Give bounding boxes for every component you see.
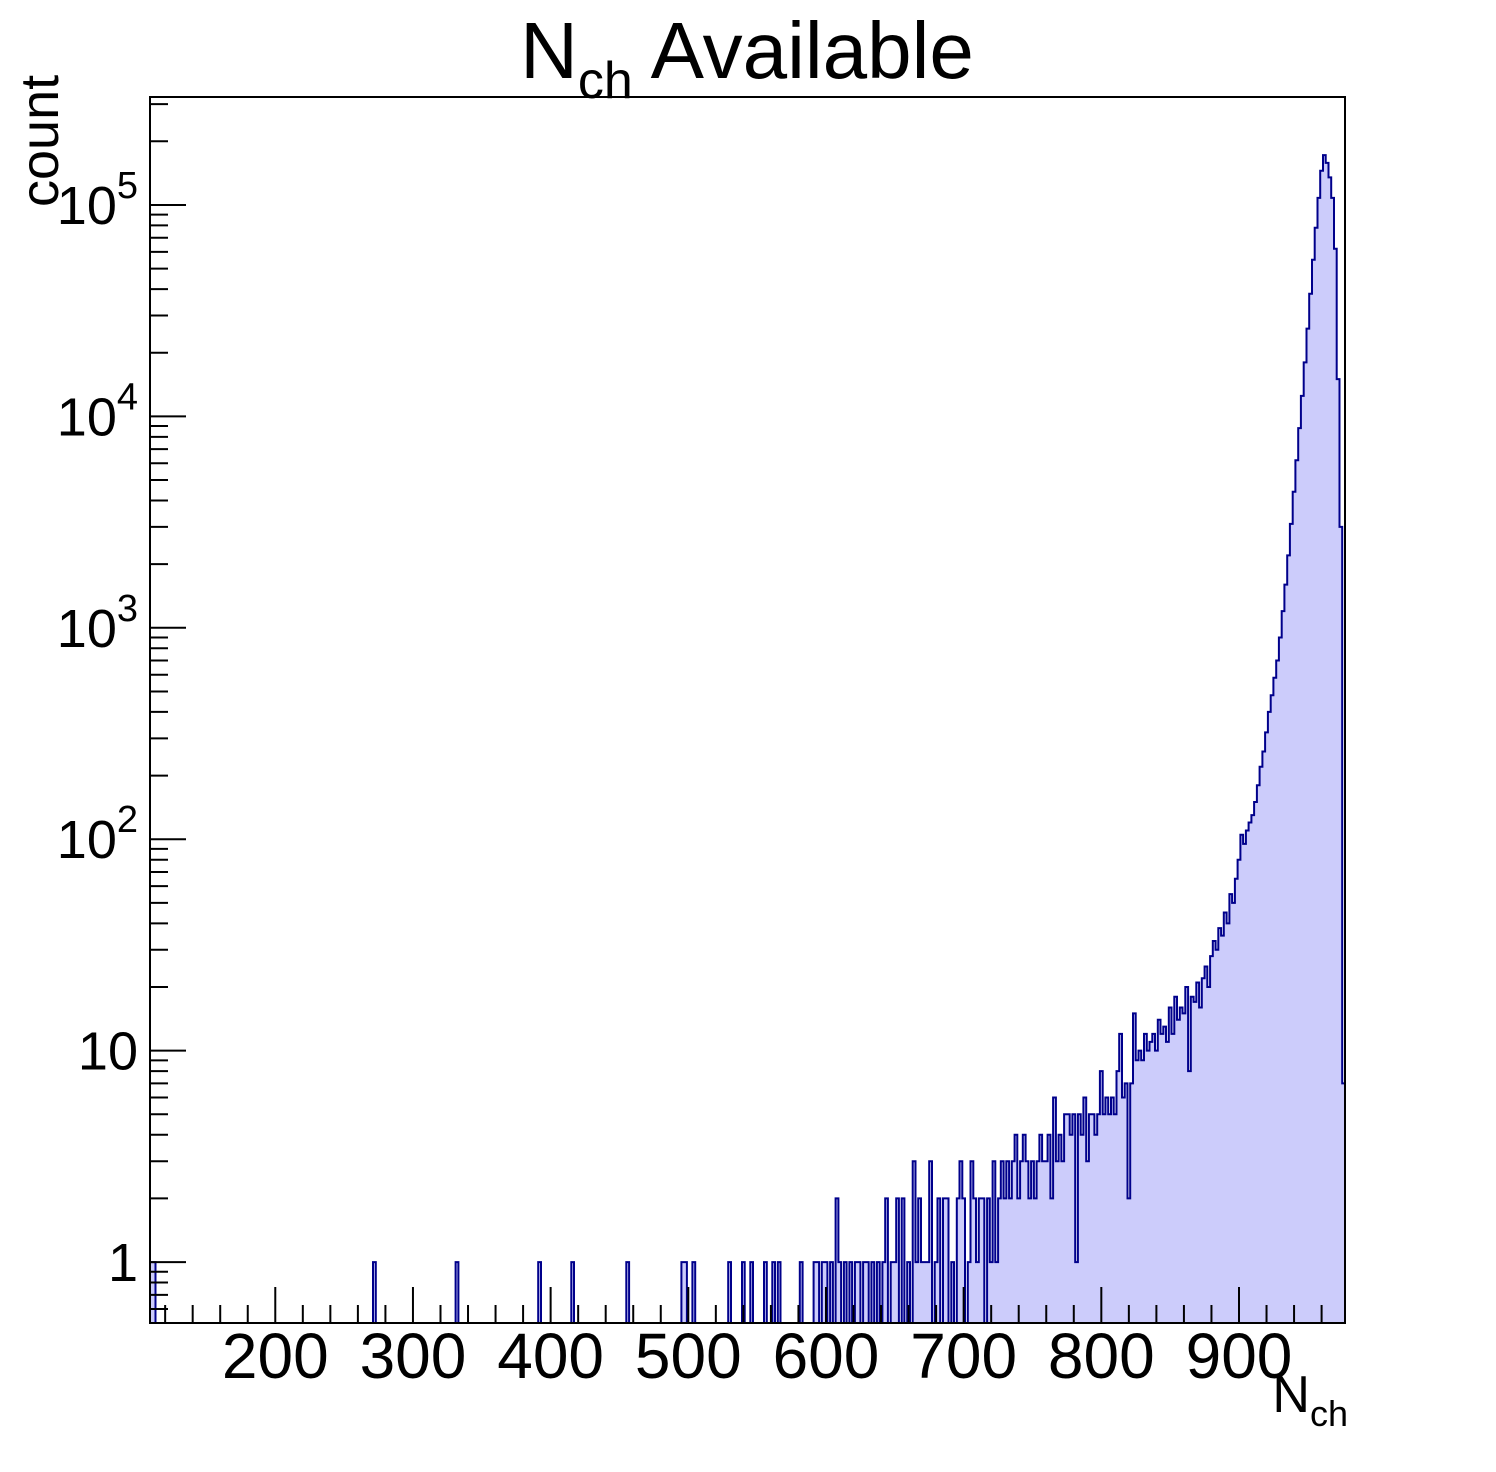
histogram-fill — [150, 155, 1345, 1324]
y-tick-label: 10 — [78, 1022, 138, 1082]
x-tick-label: 700 — [910, 1320, 1017, 1392]
x-axis-title: Nch — [1272, 1366, 1348, 1434]
x-tick-label: 400 — [497, 1320, 604, 1392]
x-tick-label: 300 — [360, 1320, 467, 1392]
x-tick-label: 200 — [222, 1320, 329, 1392]
chart-title: Nch Available — [520, 6, 974, 110]
x-tick-label: 500 — [635, 1320, 742, 1392]
plot-area — [149, 154, 1346, 1324]
plot-frame — [149, 96, 1346, 1324]
y-tick-label: 105 — [57, 165, 138, 236]
y-tick-label: 104 — [57, 376, 138, 447]
axis-ticks — [150, 103, 1323, 1323]
x-tick-label: 900 — [1186, 1320, 1293, 1392]
axis-tick-labels: 200 300 400 500 600 700 800 900 1 10 102 103 104 105 — [57, 165, 1293, 1392]
y-tick-label: 1 — [108, 1233, 138, 1293]
y-tick-label: 102 — [57, 799, 138, 870]
y-tick-label: 103 — [57, 588, 138, 659]
x-tick-label: 600 — [773, 1320, 880, 1392]
y-axis-title: count — [10, 75, 70, 207]
x-tick-label: 800 — [1048, 1320, 1155, 1392]
